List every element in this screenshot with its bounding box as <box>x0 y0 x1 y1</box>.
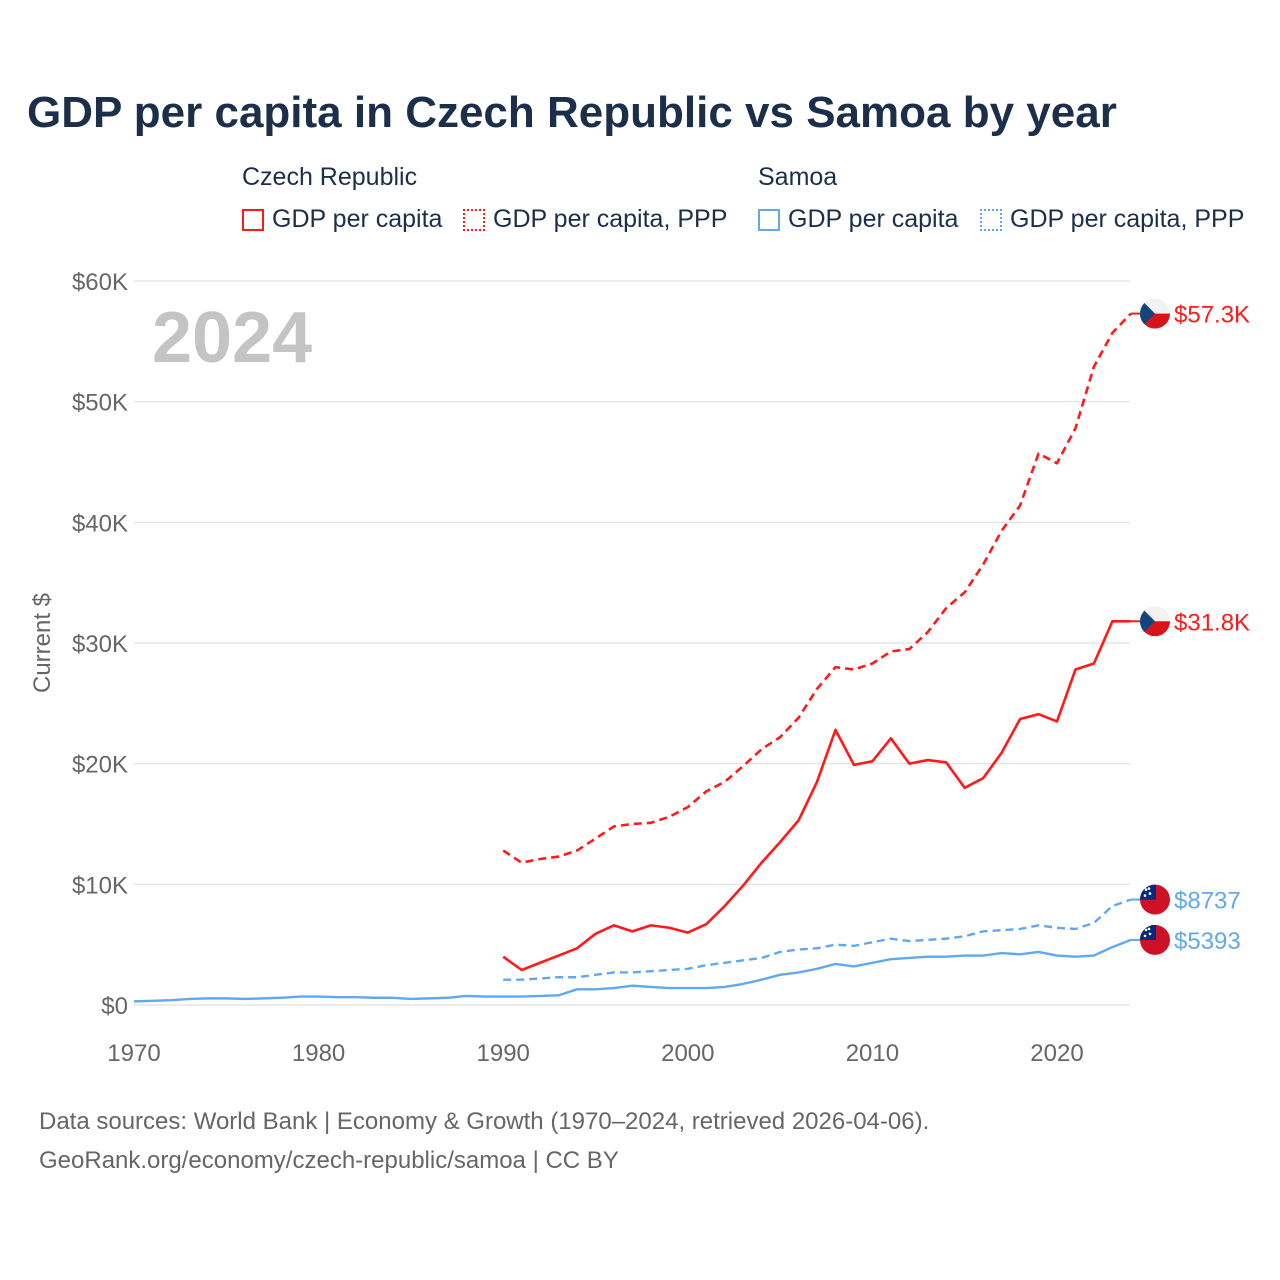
flag-star <box>1148 932 1152 936</box>
legend-samoa-gdp[interactable]: GDP per capita <box>758 205 958 234</box>
series-line <box>133 938 1132 1003</box>
y-tick-label: $10K <box>72 872 128 899</box>
y-tick-label: $20K <box>72 752 128 779</box>
year-watermark: 2024 <box>152 298 312 378</box>
end-value-label: $31.8K <box>1174 609 1250 636</box>
samoa-flag-icon <box>1140 884 1170 915</box>
flag-body <box>1140 298 1170 329</box>
x-tick-label: 1980 <box>292 1040 345 1067</box>
end-value-label: $57.3K <box>1174 302 1250 329</box>
legend-swatch-dotted <box>463 208 485 231</box>
flag-star <box>1144 888 1148 891</box>
flag-canton <box>1140 924 1156 940</box>
x-tick-label: 1990 <box>477 1040 530 1067</box>
y-tick-label: $60K <box>72 269 128 296</box>
legend-group-czech: Czech Republic <box>242 163 418 191</box>
legend-label: GDP per capita <box>788 205 959 233</box>
source-line-2: GeoRank.org/economy/czech-republic/samoa… <box>39 1147 619 1174</box>
flag-star <box>1147 927 1151 931</box>
flag-star <box>1147 887 1151 890</box>
y-tick-label: $0 <box>101 993 128 1020</box>
legend-label: GDP per capita <box>272 205 443 233</box>
end-value-label: $5393 <box>1174 928 1241 955</box>
flag-star <box>1143 934 1147 938</box>
czech-flag-icon <box>1140 606 1170 637</box>
x-tick-label: 1970 <box>107 1040 160 1067</box>
legend-label: GDP per capita, PPP <box>493 205 728 233</box>
series-line <box>502 312 1132 864</box>
legend-swatch-solid <box>758 208 780 231</box>
source-line-1: Data sources: World Bank | Economy & Gro… <box>39 1108 930 1135</box>
samoa-flag-icon <box>1140 924 1170 955</box>
y-axis-label: Current $ <box>29 593 56 693</box>
series-line <box>503 898 1132 981</box>
flag-star <box>1143 894 1147 897</box>
flag-blue <box>1140 298 1155 329</box>
flag-body <box>1140 924 1170 955</box>
x-tick-label: 2000 <box>661 1040 714 1067</box>
legend-label: GDP per capita, PPP <box>1010 205 1245 233</box>
legend-swatch-solid <box>242 208 264 231</box>
flag-canton <box>1140 884 1156 900</box>
chart-title: GDP per capita in Czech Republic vs Samo… <box>27 88 1117 137</box>
y-tick-label: $50K <box>72 390 128 417</box>
flag-blue <box>1140 606 1155 637</box>
legend-czech-ppp[interactable]: GDP per capita, PPP <box>463 205 727 234</box>
flag-star <box>1144 928 1148 932</box>
legend-samoa-ppp[interactable]: GDP per capita, PPP <box>980 205 1244 234</box>
flag-star <box>1148 892 1152 895</box>
end-value-label: $8737 <box>1174 888 1241 915</box>
czech-flag-icon <box>1140 298 1170 329</box>
legend-group-samoa: Samoa <box>758 163 838 191</box>
legend-swatch-dotted <box>980 208 1002 231</box>
flag-body <box>1140 884 1170 915</box>
x-tick-label: 2010 <box>846 1040 899 1067</box>
y-tick-label: $40K <box>72 510 128 537</box>
y-tick-label: $30K <box>72 631 128 658</box>
series-line <box>502 619 1131 972</box>
x-tick-label: 2020 <box>1030 1040 1083 1067</box>
flag-body <box>1140 606 1170 637</box>
legend-czech-gdp[interactable]: GDP per capita <box>242 205 442 234</box>
